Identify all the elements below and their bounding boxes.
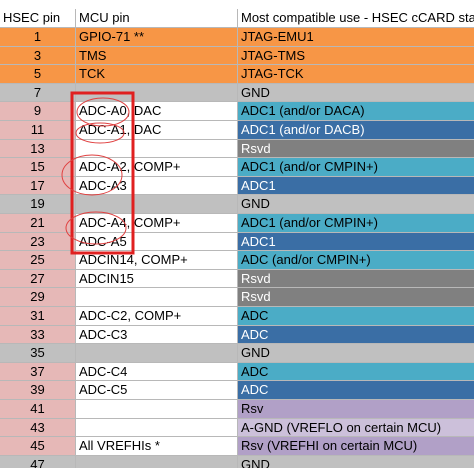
column-header: HSEC pin [0,9,76,28]
scribble [65,211,127,245]
mcu-cell [76,418,238,438]
pin-cell: 39 [0,381,76,400]
mcu-cell [76,400,238,419]
pin-cell: 13 [0,139,76,159]
mcu-cell: ADC-C5 [76,381,238,400]
use-cell: Rsvd [238,269,474,289]
mcu-cell [76,83,238,103]
pin-cell: 35 [0,344,76,363]
use-cell: ADC1 (and/or CMPIN+) [238,158,474,177]
mcu-cell: ADC-A3 [76,176,238,196]
use-cell: ADC [238,325,474,345]
mcu-cell: TMS [76,46,238,66]
use-cell: ADC1 (and/or CMPIN+) [238,214,474,233]
mcu-cell [76,195,238,214]
mcu-cell: GPIO-71 ** [76,28,238,47]
pin-cell: 23 [0,232,76,252]
use-cell: Rsvd [238,139,474,159]
mcu-cell [76,139,238,159]
mcu-cell: ADCIN15 [76,269,238,289]
mcu-cell [76,344,238,363]
use-cell: JTAG-EMU1 [238,28,474,47]
mcu-cell: TCK [76,65,238,84]
use-cell: JTAG-TMS [238,46,474,66]
mcu-cell: ADC-A0, DAC [76,102,238,121]
mcu-cell: ADC-C4 [76,362,238,382]
use-cell: Rsv (VREFHI on certain MCU) [238,437,474,456]
use-cell: ADC [238,381,474,400]
column-header: Most compatible use - HSEC cCARD stan [238,9,474,28]
pin-cell: 15 [0,158,76,177]
pin-cell: 17 [0,176,76,196]
mcu-cell: ADCIN14, COMP+ [76,251,238,270]
pin-cell: 19 [0,195,76,214]
use-cell: Rsvd [238,288,474,307]
use-cell: ADC1 (and/or DACB) [238,121,474,140]
scribble [75,122,125,144]
mcu-cell: ADC-C2, COMP+ [76,307,238,326]
use-cell: ADC [238,362,474,382]
pin-cell: 1 [0,28,76,47]
pin-cell: 45 [0,437,76,456]
scribble [61,154,123,196]
scribble [76,97,130,127]
pin-cell: 31 [0,307,76,326]
mcu-cell: ADC-A4, COMP+ [76,214,238,233]
use-cell: GND [238,195,474,214]
pin-cell: 43 [0,418,76,438]
mcu-cell: ADC-A5 [76,232,238,252]
pin-cell: 47 [0,455,76,468]
pin-cell: 29 [0,288,76,307]
mcu-cell [76,288,238,307]
pin-cell: 9 [0,102,76,121]
use-cell: GND [238,455,474,468]
pin-cell: 3 [0,46,76,66]
pin-cell: 37 [0,362,76,382]
pin-cell: 41 [0,400,76,419]
mcu-cell: All VREFHIs * [76,437,238,456]
use-cell: A-GND (VREFLO on certain MCU) [238,418,474,438]
mcu-cell: ADC-C3 [76,325,238,345]
pin-cell: 33 [0,325,76,345]
use-cell: GND [238,344,474,363]
pin-cell: 5 [0,65,76,84]
mcu-cell [76,455,238,468]
use-cell: ADC1 (and/or DACA) [238,102,474,121]
use-cell: GND [238,83,474,103]
use-cell: Rsv [238,400,474,419]
use-cell: ADC1 [238,176,474,196]
use-cell: ADC [238,307,474,326]
highlight-box [70,91,135,255]
pin-cell: 25 [0,251,76,270]
pin-cell: 21 [0,214,76,233]
pin-cell: 27 [0,269,76,289]
use-cell: JTAG-TCK [238,65,474,84]
pin-cell: 11 [0,121,76,140]
use-cell: ADC (and/or CMPIN+) [238,251,474,270]
column-header: MCU pin [76,9,238,28]
use-cell: ADC1 [238,232,474,252]
